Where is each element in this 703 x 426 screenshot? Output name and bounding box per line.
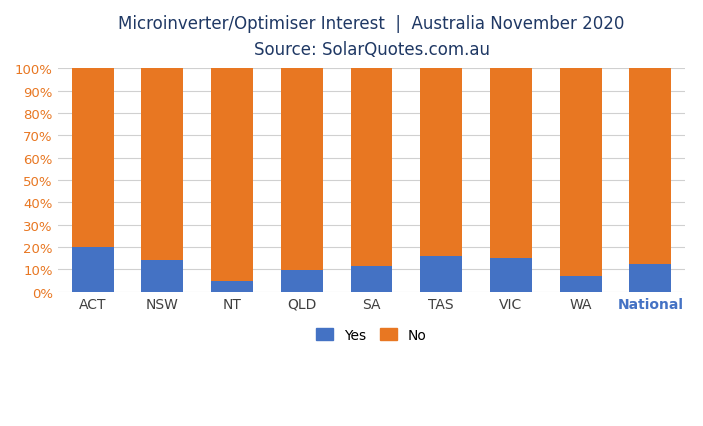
Bar — [351, 266, 392, 292]
Bar — [141, 261, 183, 292]
Bar — [629, 69, 671, 264]
Bar — [72, 248, 113, 292]
Title: Microinverter/Optimiser Interest  |  Australia November 2020
Source: SolarQuotes: Microinverter/Optimiser Interest | Austr… — [118, 15, 625, 59]
Bar — [560, 276, 602, 292]
Bar — [72, 69, 113, 248]
Legend: Yes, No: Yes, No — [311, 322, 432, 348]
Bar — [211, 69, 253, 281]
Bar — [141, 69, 183, 261]
Bar — [351, 69, 392, 266]
Bar — [281, 271, 323, 292]
Bar — [490, 69, 532, 259]
Bar — [420, 256, 462, 292]
Bar — [211, 281, 253, 292]
Bar — [490, 259, 532, 292]
Bar — [420, 69, 462, 256]
Bar — [281, 69, 323, 271]
Bar — [560, 69, 602, 276]
Bar — [629, 264, 671, 292]
